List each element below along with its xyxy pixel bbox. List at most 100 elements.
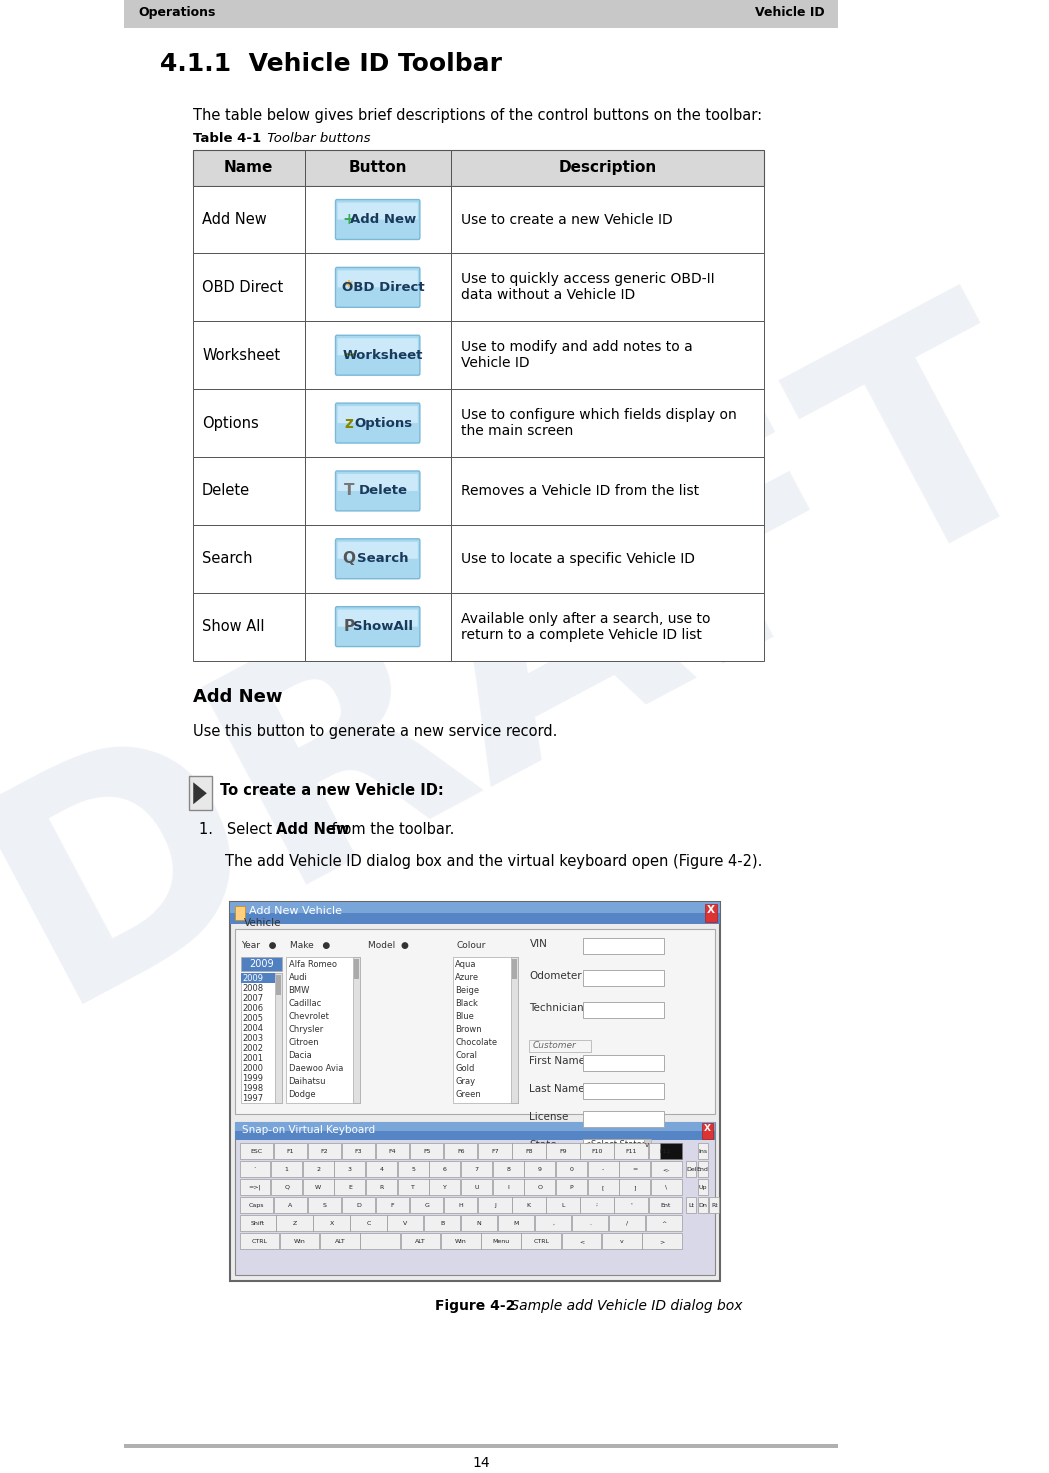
Bar <box>580 1143 614 1159</box>
Bar <box>305 592 451 660</box>
Bar <box>274 1198 307 1214</box>
Bar <box>272 1180 302 1196</box>
FancyBboxPatch shape <box>338 407 418 423</box>
Bar <box>530 1040 591 1052</box>
Text: F4: F4 <box>389 1149 397 1153</box>
Text: Audi: Audi <box>288 972 307 982</box>
Text: F7: F7 <box>491 1149 498 1153</box>
FancyBboxPatch shape <box>338 474 418 491</box>
Bar <box>276 975 281 994</box>
Text: Alfa Romeo: Alfa Romeo <box>288 960 337 969</box>
Text: Chrysler: Chrysler <box>288 1025 324 1034</box>
Bar <box>451 321 765 389</box>
Text: Odometer: Odometer <box>530 971 582 981</box>
Bar <box>125 1444 838 1448</box>
Text: `: ` <box>254 1167 257 1173</box>
Bar <box>239 1143 273 1159</box>
Bar <box>562 1233 601 1249</box>
Text: J: J <box>494 1203 496 1208</box>
Text: F11: F11 <box>625 1149 637 1153</box>
Bar <box>705 904 718 922</box>
Text: Colour: Colour <box>456 941 486 950</box>
Text: F5: F5 <box>423 1149 430 1153</box>
Bar <box>444 1143 477 1159</box>
Bar <box>608 1215 645 1231</box>
Text: Azure: Azure <box>455 972 479 982</box>
Text: Daihatsu: Daihatsu <box>288 1077 326 1086</box>
Bar <box>398 1161 429 1177</box>
Text: Caps: Caps <box>249 1203 264 1208</box>
Bar <box>230 901 720 913</box>
Text: R: R <box>380 1184 384 1190</box>
Text: [: [ <box>602 1184 604 1190</box>
Bar <box>619 1180 650 1196</box>
Text: Search: Search <box>202 551 253 566</box>
Bar <box>587 1180 619 1196</box>
Text: Del: Del <box>686 1167 697 1173</box>
Text: Use to locate a specific Vehicle ID: Use to locate a specific Vehicle ID <box>461 552 694 566</box>
Bar <box>582 1111 664 1127</box>
Text: Name: Name <box>223 161 273 175</box>
Text: Use to create a new Vehicle ID: Use to create a new Vehicle ID <box>461 212 672 227</box>
Bar <box>582 1055 664 1071</box>
Bar <box>189 776 212 810</box>
Text: ': ' <box>630 1203 633 1208</box>
Bar <box>230 901 720 924</box>
Bar <box>305 186 451 253</box>
Text: F: F <box>390 1203 394 1208</box>
Text: Ins: Ins <box>699 1149 707 1153</box>
Bar <box>230 901 720 1282</box>
Text: To create a new Vehicle ID:: To create a new Vehicle ID: <box>220 784 444 798</box>
Bar <box>193 321 305 389</box>
Bar <box>193 592 305 660</box>
Text: State: State <box>530 1140 557 1149</box>
Text: 2000: 2000 <box>242 1064 263 1072</box>
Bar <box>686 1198 697 1214</box>
Bar <box>354 957 360 1103</box>
Bar <box>376 1143 409 1159</box>
Bar <box>556 1161 587 1177</box>
Text: .: . <box>588 1221 591 1226</box>
Bar <box>429 1161 461 1177</box>
Bar <box>451 592 765 660</box>
Bar <box>241 957 282 971</box>
Text: 2006: 2006 <box>242 1003 263 1013</box>
Bar <box>307 1143 341 1159</box>
Text: v: v <box>645 1143 649 1149</box>
Bar <box>193 253 305 321</box>
Text: 5: 5 <box>411 1167 415 1173</box>
Text: 2001: 2001 <box>242 1053 263 1062</box>
Bar <box>314 1215 349 1231</box>
Bar <box>524 1161 555 1177</box>
Text: 2008: 2008 <box>242 984 263 993</box>
Text: \: \ <box>665 1184 667 1190</box>
Text: v: v <box>620 1239 624 1243</box>
Text: Chocolate: Chocolate <box>455 1037 497 1047</box>
FancyBboxPatch shape <box>338 610 418 626</box>
Bar <box>511 957 518 1103</box>
Text: +: + <box>343 212 356 227</box>
Bar <box>582 1139 644 1155</box>
Text: The add Vehicle ID dialog box and the virtual keyboard open (Figure 4-2).: The add Vehicle ID dialog box and the vi… <box>226 854 763 869</box>
Text: Rt: Rt <box>711 1203 718 1208</box>
Text: Description: Description <box>559 161 657 175</box>
Text: =>|: =>| <box>249 1184 261 1190</box>
Text: N: N <box>477 1221 481 1226</box>
Bar <box>303 1180 334 1196</box>
Bar <box>582 1083 664 1099</box>
Text: Year   ●: Year ● <box>241 941 276 950</box>
Bar <box>274 1143 307 1159</box>
Text: Make   ●: Make ● <box>290 941 330 950</box>
Text: 7: 7 <box>474 1167 478 1173</box>
FancyBboxPatch shape <box>338 542 418 558</box>
Bar <box>481 1233 520 1249</box>
Text: Beige: Beige <box>455 985 479 994</box>
Bar <box>462 1215 497 1231</box>
Bar <box>277 1215 313 1231</box>
Text: U: U <box>474 1184 478 1190</box>
Bar <box>366 1161 398 1177</box>
Text: ;: ; <box>596 1203 598 1208</box>
Text: 1: 1 <box>284 1167 288 1173</box>
Text: 4.1.1  Vehicle ID Toolbar: 4.1.1 Vehicle ID Toolbar <box>159 52 501 77</box>
Text: Options: Options <box>202 415 259 430</box>
